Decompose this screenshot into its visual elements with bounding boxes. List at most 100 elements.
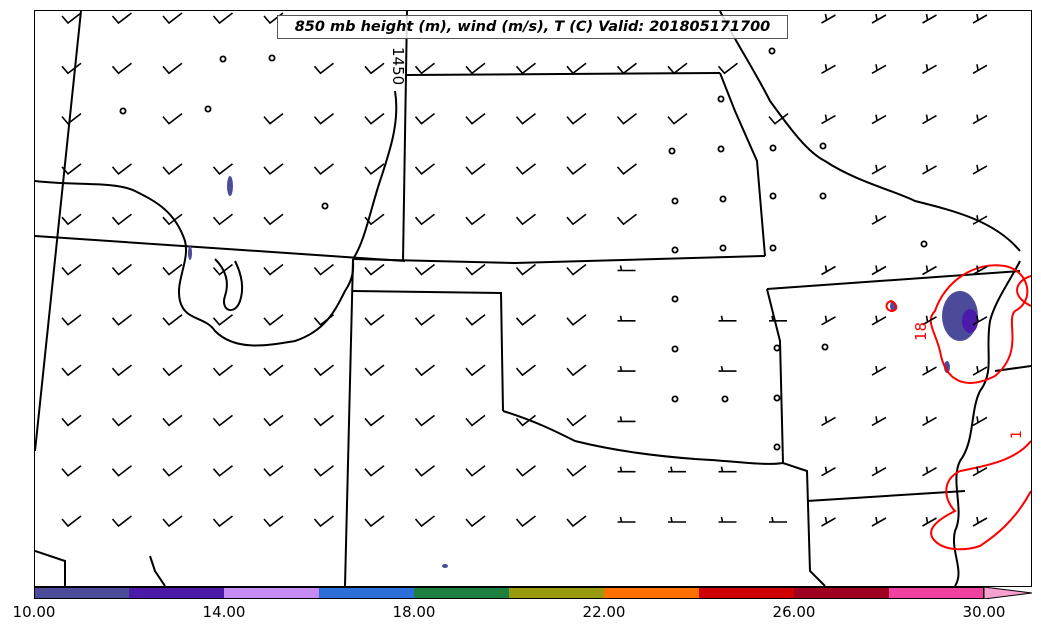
wind-barb xyxy=(263,364,284,377)
wind-barb xyxy=(972,114,988,125)
calm-wind-circle xyxy=(204,105,212,113)
wind-barb xyxy=(617,315,636,322)
wind-barb xyxy=(667,62,688,75)
wind-barb xyxy=(61,213,82,226)
wind-barb xyxy=(111,163,132,175)
wind-barb xyxy=(364,364,385,377)
boundary-co-nm xyxy=(344,258,354,586)
wind-barb xyxy=(414,364,435,377)
wind-barb xyxy=(162,263,183,276)
colorbar-tick-label: 22.00 xyxy=(582,603,626,621)
colorbar-segment xyxy=(699,587,794,599)
wind-barb xyxy=(263,213,284,226)
wind-barb xyxy=(821,64,836,74)
boundary-lake xyxy=(214,258,244,311)
wind-barb xyxy=(871,215,887,225)
boundary-ks-north xyxy=(402,11,408,262)
wind-barb xyxy=(465,364,486,377)
wind-barb xyxy=(821,416,836,427)
boundary-nm-tx-sw xyxy=(149,555,166,586)
wind-barb xyxy=(465,112,486,125)
wind-barb xyxy=(972,416,988,427)
wind-barb xyxy=(111,62,132,75)
colorbar-segment xyxy=(889,587,984,599)
wind-barb xyxy=(212,414,233,427)
wind-barb xyxy=(212,314,233,326)
temp-contour-southeast xyxy=(930,440,1031,551)
wind-barb xyxy=(972,64,988,74)
wind-barb xyxy=(566,263,587,276)
colorbar-tick-label: 18.00 xyxy=(392,603,436,621)
colorbar-tick-label: 26.00 xyxy=(772,603,816,621)
wind-barb xyxy=(364,163,385,175)
boundary-river-north xyxy=(352,90,398,260)
wind-barb xyxy=(212,12,233,25)
map-title: 850 mb height (m), wind (m/s), T (C) Val… xyxy=(277,15,788,39)
wind-barb xyxy=(668,466,686,473)
wind-barb xyxy=(922,64,937,74)
wind-barb xyxy=(768,112,789,125)
wind-barb xyxy=(922,164,937,175)
calm-wind-circle xyxy=(671,345,679,353)
precip-blob-west-2 xyxy=(188,246,192,260)
boundary-sw-corner xyxy=(35,550,66,586)
wind-barb xyxy=(465,515,486,528)
wind-barb xyxy=(61,263,82,276)
wind-barb xyxy=(566,163,587,175)
wind-barb xyxy=(922,315,937,326)
wind-barb xyxy=(212,515,233,528)
calm-wind-circle xyxy=(719,244,727,252)
wind-barb xyxy=(617,466,636,473)
wind-barb xyxy=(515,163,536,175)
wind-barb xyxy=(617,365,636,372)
colorbar-tick-label: 30.00 xyxy=(962,603,1006,621)
wind-barb xyxy=(111,414,132,427)
wind-barb xyxy=(821,466,836,477)
wind-barb xyxy=(617,416,636,423)
wind-barb xyxy=(718,365,737,372)
wind-barb xyxy=(515,213,536,226)
wind-barb xyxy=(162,213,183,226)
boundary-coast-west xyxy=(35,180,355,347)
wind-barb xyxy=(871,365,887,376)
wind-barb xyxy=(61,364,82,377)
map-canvas: 1450 18 1 xyxy=(35,11,1031,586)
wind-barb xyxy=(111,515,132,528)
wind-barb xyxy=(162,12,183,25)
wind-barb xyxy=(871,64,887,74)
wind-barb xyxy=(667,112,688,125)
wind-barb xyxy=(414,515,435,528)
wind-barb xyxy=(263,414,284,427)
colorbar-tick-label: 14.00 xyxy=(202,603,246,621)
temperature-contour-label: 18 xyxy=(912,322,930,341)
wind-barb xyxy=(718,315,737,322)
boundary-ne-ks xyxy=(406,72,721,76)
wind-barbs xyxy=(61,12,988,528)
wind-barb xyxy=(414,414,435,427)
wind-barb xyxy=(111,364,132,377)
calm-wind-circle xyxy=(717,145,725,153)
colorbar-extend-arrow xyxy=(983,587,1033,599)
temp-contour-east xyxy=(1016,275,1031,307)
wind-barb xyxy=(111,465,132,477)
colorbar-tick-label: 10.00 xyxy=(12,603,56,621)
wind-barb xyxy=(566,465,587,477)
wind-barb xyxy=(972,466,988,477)
boundary-ok-tx xyxy=(502,410,826,586)
wind-barb xyxy=(364,515,385,528)
wind-barb xyxy=(769,516,787,523)
wind-barb xyxy=(313,465,334,477)
wind-barb xyxy=(515,465,536,477)
colorbar-segment xyxy=(34,587,129,599)
colorbar-segment xyxy=(129,587,224,599)
wind-barb xyxy=(414,62,435,75)
wind-barb xyxy=(61,414,82,427)
wind-barb xyxy=(313,314,334,326)
calm-wind-circle xyxy=(920,240,928,248)
wind-barb xyxy=(162,364,183,377)
temp-contour-small xyxy=(885,299,898,313)
wind-barb xyxy=(162,414,183,427)
wind-barb xyxy=(566,314,587,326)
wind-barb xyxy=(364,465,385,477)
wind-barb xyxy=(515,515,536,528)
